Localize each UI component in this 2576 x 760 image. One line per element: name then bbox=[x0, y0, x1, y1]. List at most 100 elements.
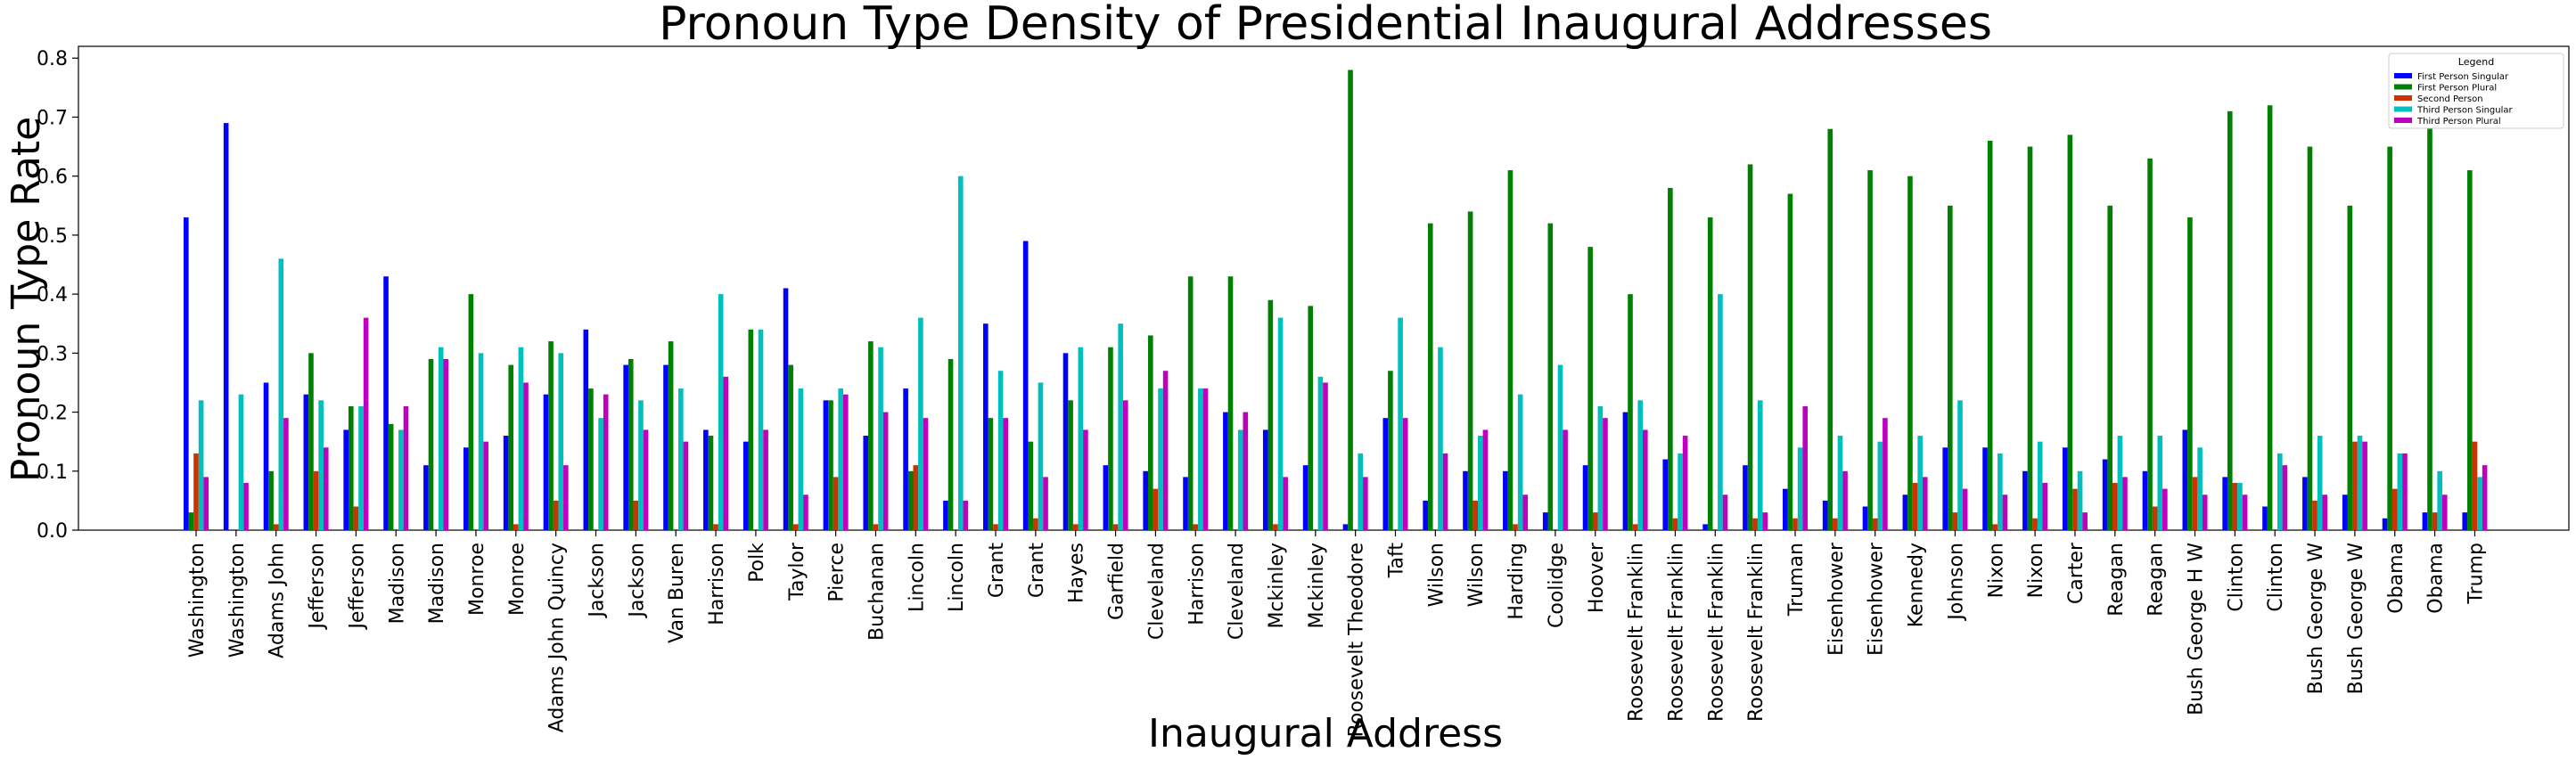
bar-first-person-singular bbox=[2422, 512, 2428, 530]
bar-first-person-plural bbox=[1787, 193, 1793, 531]
bar-first-person-singular bbox=[1143, 470, 1148, 530]
x-tick-label: Jefferson bbox=[307, 543, 329, 631]
bar-third-person-plural bbox=[2482, 465, 2488, 530]
bar-third-person-plural bbox=[1283, 477, 1288, 530]
bar-first-person-plural bbox=[588, 388, 594, 530]
bar-first-person-singular bbox=[2142, 470, 2148, 530]
x-tick-label: Clinton bbox=[2265, 543, 2287, 612]
x-tick-label: Taylor bbox=[786, 542, 808, 601]
bar-first-person-plural bbox=[1108, 347, 1113, 530]
bar-first-person-singular bbox=[1342, 524, 1349, 530]
bar-third-person-plural bbox=[923, 418, 929, 530]
bar-third-person-plural bbox=[1202, 388, 1209, 530]
bar-first-person-singular bbox=[1822, 500, 1828, 530]
bar-first-person-plural bbox=[2107, 205, 2112, 531]
bar-first-person-plural bbox=[2347, 205, 2353, 531]
bar-second-person bbox=[273, 524, 279, 530]
bar-second-person bbox=[1672, 518, 1678, 530]
bar-first-person-singular bbox=[303, 394, 309, 530]
bar-first-person-plural bbox=[1267, 299, 1274, 530]
bar-first-person-singular bbox=[343, 429, 349, 530]
legend-box bbox=[2388, 53, 2564, 129]
bar-first-person-singular bbox=[1902, 494, 1908, 530]
x-tick-label: Madison bbox=[386, 543, 408, 624]
bar-first-person-singular bbox=[623, 364, 628, 530]
bar-first-person-plural bbox=[1547, 223, 1554, 530]
bar-first-person-plural bbox=[428, 358, 434, 530]
bar-second-person bbox=[1193, 524, 1199, 530]
x-tick-label: Jackson bbox=[626, 543, 648, 619]
bar-first-person-plural bbox=[2027, 146, 2033, 530]
bar-first-person-plural bbox=[2387, 146, 2392, 530]
bar-third-person-plural bbox=[1522, 494, 1529, 530]
x-tick-label: Reagan bbox=[2105, 543, 2128, 617]
bar-first-person-singular bbox=[1542, 512, 1548, 530]
bar-first-person-singular bbox=[583, 329, 589, 530]
x-tick-label: Bush George W bbox=[2305, 543, 2327, 695]
bar-first-person-plural bbox=[2067, 135, 2073, 530]
bar-first-person-singular bbox=[2182, 429, 2188, 530]
bar-third-person-plural bbox=[1043, 477, 1048, 530]
bar-first-person-plural bbox=[1827, 128, 1834, 530]
bar-first-person-plural bbox=[308, 353, 314, 530]
bar-first-person-plural bbox=[388, 423, 394, 530]
bar-first-person-plural bbox=[1587, 247, 1593, 530]
x-tick-label: Wilson bbox=[1465, 543, 1488, 607]
bar-first-person-singular bbox=[2382, 518, 2388, 530]
bar-second-person bbox=[193, 453, 199, 530]
bar-first-person-plural bbox=[948, 358, 954, 530]
bar-first-person-plural bbox=[868, 341, 874, 530]
x-tick-label: Polk bbox=[746, 543, 768, 583]
bar-first-person-plural bbox=[1227, 276, 1234, 530]
x-tick-label: Kennedy bbox=[1906, 543, 1928, 627]
y-tick-label: 0.8 bbox=[37, 48, 68, 70]
x-tick-label: Mckinley bbox=[1306, 543, 1328, 629]
bar-third-person-singular bbox=[238, 394, 244, 530]
bar-first-person-plural bbox=[628, 358, 634, 530]
bar-second-person bbox=[553, 500, 559, 530]
bar-second-person bbox=[1952, 512, 1958, 530]
bar-third-person-plural bbox=[2242, 494, 2248, 530]
x-tick-label: Pierce bbox=[826, 543, 849, 602]
bar-third-person-singular bbox=[838, 388, 843, 530]
bar-third-person-plural bbox=[1243, 412, 1249, 530]
bar-third-person-singular bbox=[1038, 382, 1044, 530]
bar-third-person-plural bbox=[2322, 494, 2328, 530]
bar-second-person bbox=[1072, 524, 1079, 530]
bar-third-person-plural bbox=[203, 477, 209, 530]
y-tick-label: 0.6 bbox=[37, 167, 68, 189]
bar-second-person bbox=[873, 524, 879, 530]
x-tick-label: Coolidge bbox=[1546, 543, 1568, 628]
bar-third-person-plural bbox=[2042, 483, 2048, 530]
bar-third-person-singular bbox=[2357, 436, 2363, 530]
bar-first-person-singular bbox=[2302, 477, 2308, 530]
bar-first-person-plural bbox=[828, 400, 833, 530]
bar-first-person-plural bbox=[1987, 140, 1993, 530]
bar-first-person-singular bbox=[703, 429, 709, 530]
bar-first-person-singular bbox=[1423, 500, 1428, 530]
bar-third-person-plural bbox=[1922, 477, 1928, 530]
bar-first-person-plural bbox=[1308, 306, 1313, 530]
y-axis-label: Pronoun Type Rate bbox=[4, 117, 49, 482]
bar-first-person-plural bbox=[188, 512, 194, 530]
bar-first-person-singular bbox=[1062, 353, 1069, 530]
bar-first-person-plural bbox=[708, 436, 714, 530]
x-tick-label: Obama bbox=[2425, 543, 2448, 614]
bar-third-person-plural bbox=[2362, 441, 2367, 530]
bar-first-person-singular bbox=[1463, 470, 1468, 530]
bar-third-person-plural bbox=[1722, 494, 1728, 530]
y-tick-label: 0.3 bbox=[37, 343, 68, 365]
bar-first-person-singular bbox=[903, 388, 908, 530]
bar-first-person-plural bbox=[468, 294, 474, 530]
bar-third-person-plural bbox=[403, 405, 409, 530]
bar-second-person bbox=[1752, 518, 1758, 530]
bar-third-person-singular bbox=[878, 347, 883, 530]
bar-third-person-singular bbox=[1637, 400, 1643, 530]
bar-second-person bbox=[1992, 524, 1998, 530]
legend-swatch bbox=[2394, 118, 2412, 123]
bar-first-person-singular bbox=[783, 288, 789, 530]
bar-third-person-singular bbox=[758, 329, 764, 530]
x-tick-label: Buchanan bbox=[866, 543, 888, 641]
x-tick-label: Roosevelt Franklin bbox=[1626, 543, 1648, 722]
bar-first-person-plural bbox=[1467, 211, 1473, 530]
